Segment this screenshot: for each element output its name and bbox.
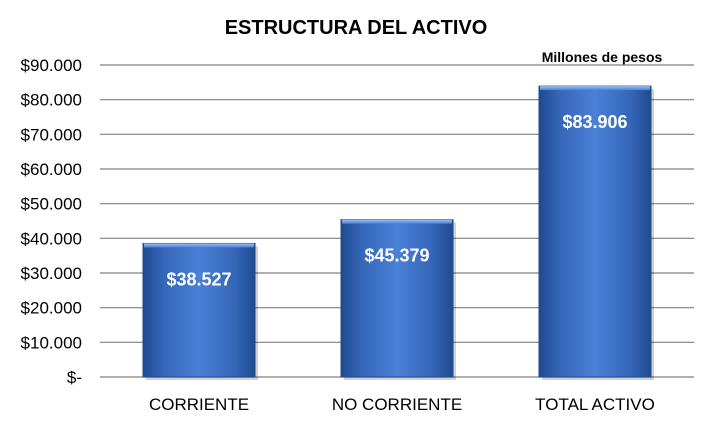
bar-top-highlight (540, 86, 650, 91)
x-tick-label: TOTAL ACTIVO (535, 395, 655, 414)
bar (142, 242, 256, 378)
y-tick-label: $- (67, 368, 82, 387)
y-tick-label: $50.000 (21, 195, 82, 214)
x-tick-label: CORRIENTE (149, 395, 249, 414)
y-tick-label: $90.000 (21, 56, 82, 75)
y-tick-label: $20.000 (21, 299, 82, 318)
data-label: $83.906 (562, 112, 627, 132)
y-axis: $- $10.000 $20.000 $30.000 $40.000 $50.000 $60… (21, 56, 82, 387)
data-label: $38.527 (166, 269, 231, 289)
bar (340, 219, 454, 378)
data-label: $45.379 (364, 246, 429, 266)
x-tick-label: NO CORRIENTE (332, 395, 462, 414)
y-tick-label: $60.000 (21, 160, 82, 179)
bars (142, 85, 654, 381)
bar-top-highlight (144, 243, 254, 248)
y-tick-label: $30.000 (21, 264, 82, 283)
x-axis: CORRIENTE NO CORRIENTE TOTAL ACTIVO (149, 395, 655, 414)
data-labels: $38.527 $45.379 $83.906 (166, 112, 627, 289)
bar (538, 85, 652, 378)
chart-title: ESTRUCTURA DEL ACTIVO (225, 17, 488, 39)
y-tick-label: $10.000 (21, 333, 82, 352)
y-tick-label: $80.000 (21, 91, 82, 110)
unit-note: Millones de pesos (542, 49, 663, 65)
y-tick-label: $70.000 (21, 125, 82, 144)
bar-top-highlight (342, 219, 452, 224)
y-tick-label: $40.000 (21, 229, 82, 248)
